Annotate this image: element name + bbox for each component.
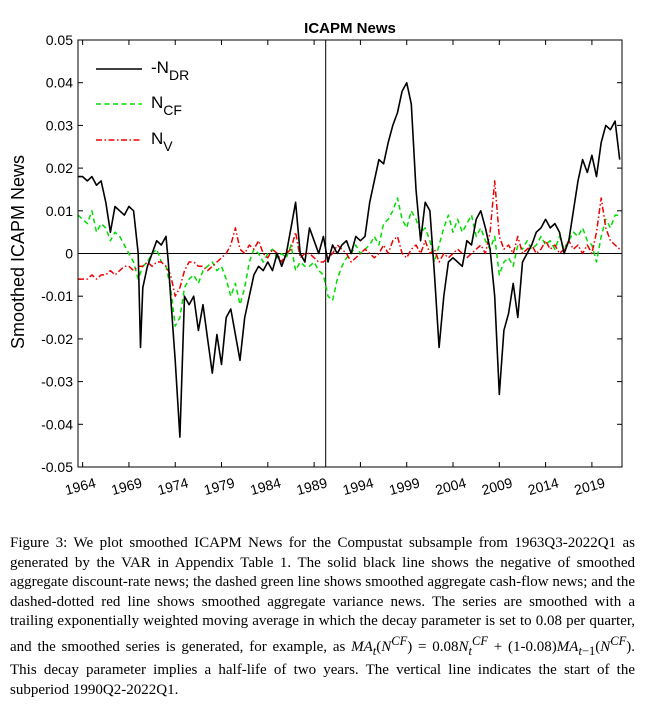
caption-text-1: Figure 3: We plot smoothed ICAPM News fo… [10, 535, 635, 655]
legend-label-cf: NCF [151, 93, 182, 118]
y-tick-label: -0.05 [41, 459, 73, 475]
x-tick-label: 1974 [156, 474, 190, 498]
legend-label-v: NV [151, 129, 173, 154]
series-line-cf [77, 197, 620, 327]
chart: ICAPM News Smoothed ICAPM News 0.050.040… [8, 20, 623, 498]
x-tick-label: 1969 [109, 474, 143, 498]
series-line-v [78, 180, 621, 297]
y-tick-label: 0.05 [46, 32, 73, 48]
y-tick-label: -0.04 [41, 416, 73, 432]
legend: -NDR NCF NV [96, 58, 189, 154]
y-axis-label: Smoothed ICAPM News [8, 155, 28, 349]
x-tick-label: 2004 [434, 474, 468, 498]
series-line-dr [78, 81, 621, 438]
y-tick-label: -0.01 [41, 288, 73, 304]
x-tick-label: 1964 [63, 474, 97, 498]
x-tick-label: 1989 [295, 474, 329, 498]
chart-title: ICAPM News [304, 20, 396, 37]
x-tick-label: 1999 [387, 474, 421, 498]
caption-formula: MAt(NCF) = 0.08NtCF + (1-0.08)MAt−1(NCF)… [351, 633, 635, 658]
x-tick-label: 2014 [526, 474, 560, 498]
x-tick-label: 2019 [572, 474, 606, 498]
y-tick-label: 0.03 [46, 117, 73, 133]
legend-label-dr: -NDR [151, 58, 189, 83]
axes: 0.05 0.04 0.03 0.02 0.01 0 -0.01 -0.02 -0.03 -0.0… [41, 32, 623, 498]
y-tick-label: 0.01 [46, 203, 73, 219]
x-tick-label: 2009 [480, 474, 514, 498]
figure-caption: Figure 3: We plot smoothed ICAPM News fo… [10, 534, 635, 700]
y-tick-label: -0.03 [41, 374, 73, 390]
legend-label-subscript: DR [169, 67, 189, 83]
x-tick-label: 1979 [202, 474, 236, 498]
y-tick-label: -0.02 [41, 331, 73, 347]
x-tick-label: 1984 [248, 474, 282, 498]
x-tick-label: 1994 [341, 474, 375, 498]
y-tick-label: 0 [65, 246, 73, 262]
series-layer [77, 40, 622, 467]
legend-label-subscript: CF [163, 102, 182, 118]
legend-label-subscript: V [163, 138, 173, 154]
y-tick-label: 0.02 [46, 160, 73, 176]
caption-text-2: This decay parameter implies a half-life… [10, 662, 635, 698]
y-tick-label: 0.04 [46, 75, 73, 91]
